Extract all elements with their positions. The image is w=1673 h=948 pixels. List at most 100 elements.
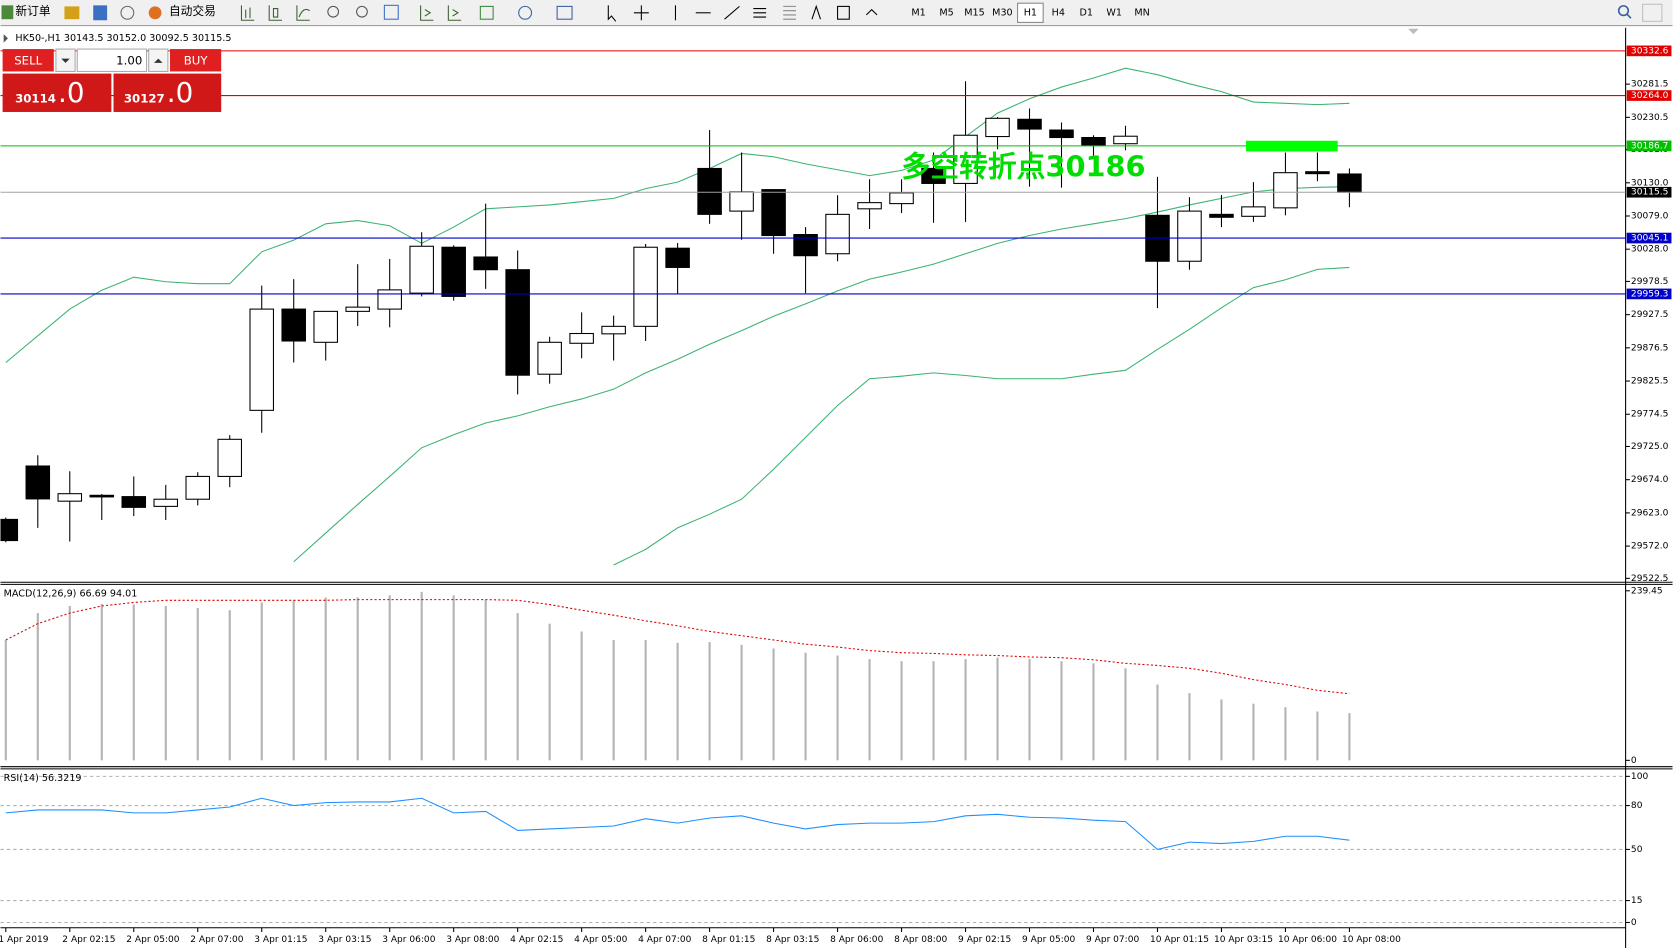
candle-body [1209,213,1234,218]
toolbar-icon[interactable] [120,5,135,20]
x-tick-label: 8 Apr 01:15 [702,935,755,945]
candle-body [89,494,115,498]
histogram-bar [260,602,263,761]
y-tick-label: 239.45 [1631,586,1663,596]
candle-body [441,246,466,297]
candle-body [505,269,530,376]
sell-price: 30114 [15,92,56,106]
sell-price-box[interactable] [2,73,112,112]
candle-body [633,246,658,327]
price-label: 30045.1 [1631,234,1668,244]
annotation: 多空转折点30186 [902,149,1146,183]
y-tick-label: 29876.5 [1631,343,1668,353]
histogram-bar [676,642,679,761]
menu-button[interactable] [1642,3,1663,22]
candle-body [729,191,754,212]
price-label-box [1626,186,1672,198]
histogram-bar [4,639,7,761]
histogram-bar [548,623,551,761]
sell-price-fraction: .0 [58,76,84,109]
histogram-bar [196,608,199,761]
timeframe-button[interactable]: M5 [939,7,953,18]
price-label: 29959.3 [1631,289,1669,299]
candle-body [249,308,274,411]
sell-button[interactable] [2,49,54,72]
timeframe-button[interactable]: D1 [1080,7,1093,18]
candle-body [409,245,434,294]
rsi-title: RSI(14) 56.3219 [4,773,82,784]
lot-value: 1.00 [116,53,142,67]
histogram-bar [772,648,775,761]
histogram-bar [1188,693,1191,761]
rsi-panel [0,775,1626,924]
histogram-bar [1060,661,1063,761]
histogram-bar [1220,699,1223,761]
timeframe-button[interactable]: W1 [1106,7,1122,18]
timeframe-button[interactable]: M30 [992,7,1012,18]
price-label: 30332.6 [1631,46,1669,56]
toolbar-icon[interactable] [64,6,80,20]
y-tick-label: 0 [1631,756,1637,766]
candle-body [537,341,562,375]
price-label-box [1626,45,1672,57]
price-label-box [1626,288,1672,300]
candle-body [857,202,882,210]
highlight-box [1245,140,1338,152]
histogram-bar [356,597,359,761]
candle-body [345,306,370,312]
histogram-bar [1028,659,1031,761]
timeframe-button[interactable]: H1 [1024,7,1037,18]
histogram-bar [484,599,487,761]
y-tick-label: 29522.5 [1631,574,1668,584]
x-tick-label: 4 Apr 07:00 [638,935,691,945]
timeframe-button[interactable]: H4 [1052,7,1065,18]
candle-body [57,493,83,502]
search-icon[interactable] [1617,5,1630,17]
toolbar [0,0,1673,26]
histogram-bar [1316,711,1319,761]
timeframe-bar: M1 M5 M15 M30 H1 H4 D1 W1 MN [911,2,1150,23]
buy-button[interactable] [170,49,222,72]
histogram-bar [164,605,167,761]
timeframe-button[interactable]: M1 [911,7,925,18]
candle-body [825,213,850,255]
candle-body [1337,173,1362,193]
y-tick-label: 29623.0 [1631,508,1669,518]
x-tick-label: 9 Apr 02:15 [958,935,1011,945]
histogram-bar [36,613,39,761]
auto-trading-icon[interactable] [148,6,162,20]
x-tick-label: 10 Apr 06:00 [1278,935,1337,945]
candle-body [473,256,498,271]
histogram-bar [740,644,743,761]
histogram-bar [932,661,935,761]
signal-line [5,599,1350,695]
lot-input[interactable] [76,48,148,72]
timeframe-button[interactable]: M15 [964,7,984,18]
histogram-bar [452,595,455,761]
candle-body [601,325,626,335]
new-order-icon[interactable] [1,5,14,20]
timeframe-selected [1017,2,1044,23]
histogram-bar [1156,684,1159,761]
candle-body [281,308,306,342]
candle-body [25,465,51,500]
chart-tools[interactable] [240,4,878,22]
auto-trading-button[interactable]: 自动交易 [169,4,216,18]
buy-price-fraction: .0 [167,76,193,109]
candle-body [217,438,243,477]
candle-body [1017,118,1042,130]
candle-body [697,167,722,215]
candle-body [889,192,914,205]
histogram-bar [900,661,903,761]
band-line [5,67,1350,363]
histogram-bar [324,597,327,761]
buy-price-box[interactable] [113,73,222,112]
x-tick-label: 3 Apr 06:00 [382,935,435,945]
y-tick-label: 29978.5 [1631,277,1668,287]
new-order-button[interactable]: 新订单 [15,4,50,18]
price-label-box [1626,140,1672,152]
toolbar-icon[interactable] [93,5,108,21]
candle-body [377,289,402,310]
timeframe-button[interactable]: MN [1134,7,1149,18]
